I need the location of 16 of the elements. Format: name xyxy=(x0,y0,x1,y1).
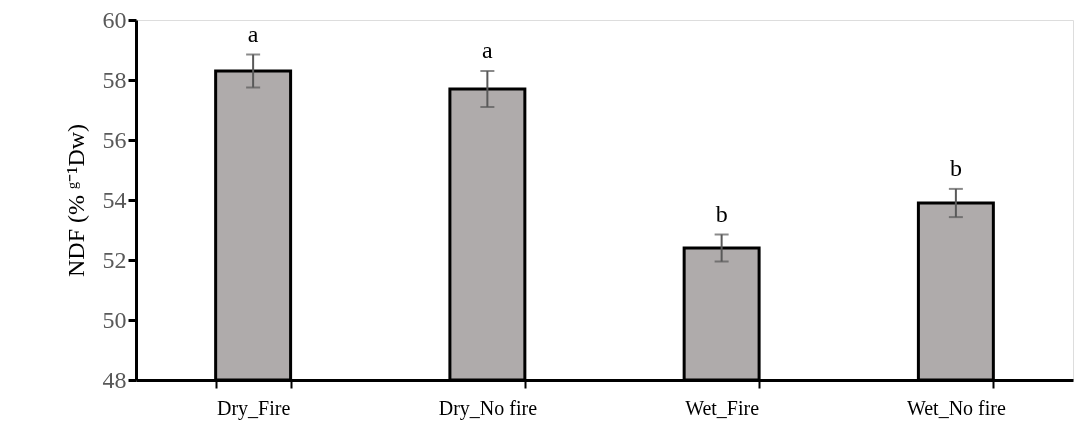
x-tick-label: Wet_No fire xyxy=(906,396,1006,419)
y-tick-label: 58 xyxy=(102,66,127,93)
annotation: b xyxy=(715,200,728,227)
annotation: b xyxy=(949,154,962,181)
annotation: a xyxy=(482,37,494,63)
y-tick-label: 54 xyxy=(102,186,127,213)
y-axis-title: NDF (% ᵍ⁻¹Dw) xyxy=(62,123,89,278)
x-tick-label: Dry_No fire xyxy=(438,396,538,420)
x-tick-label: Dry_Fire xyxy=(216,396,291,420)
annotation: a xyxy=(247,20,259,47)
y-tick-label: 52 xyxy=(102,246,127,273)
x-tick-label: Wet_Fire xyxy=(685,396,760,419)
y-tick-label: 60 xyxy=(102,6,127,33)
y-tick-label: 48 xyxy=(102,366,127,393)
y-tick-label: 56 xyxy=(102,126,127,153)
y-tick-label: 50 xyxy=(102,306,127,333)
